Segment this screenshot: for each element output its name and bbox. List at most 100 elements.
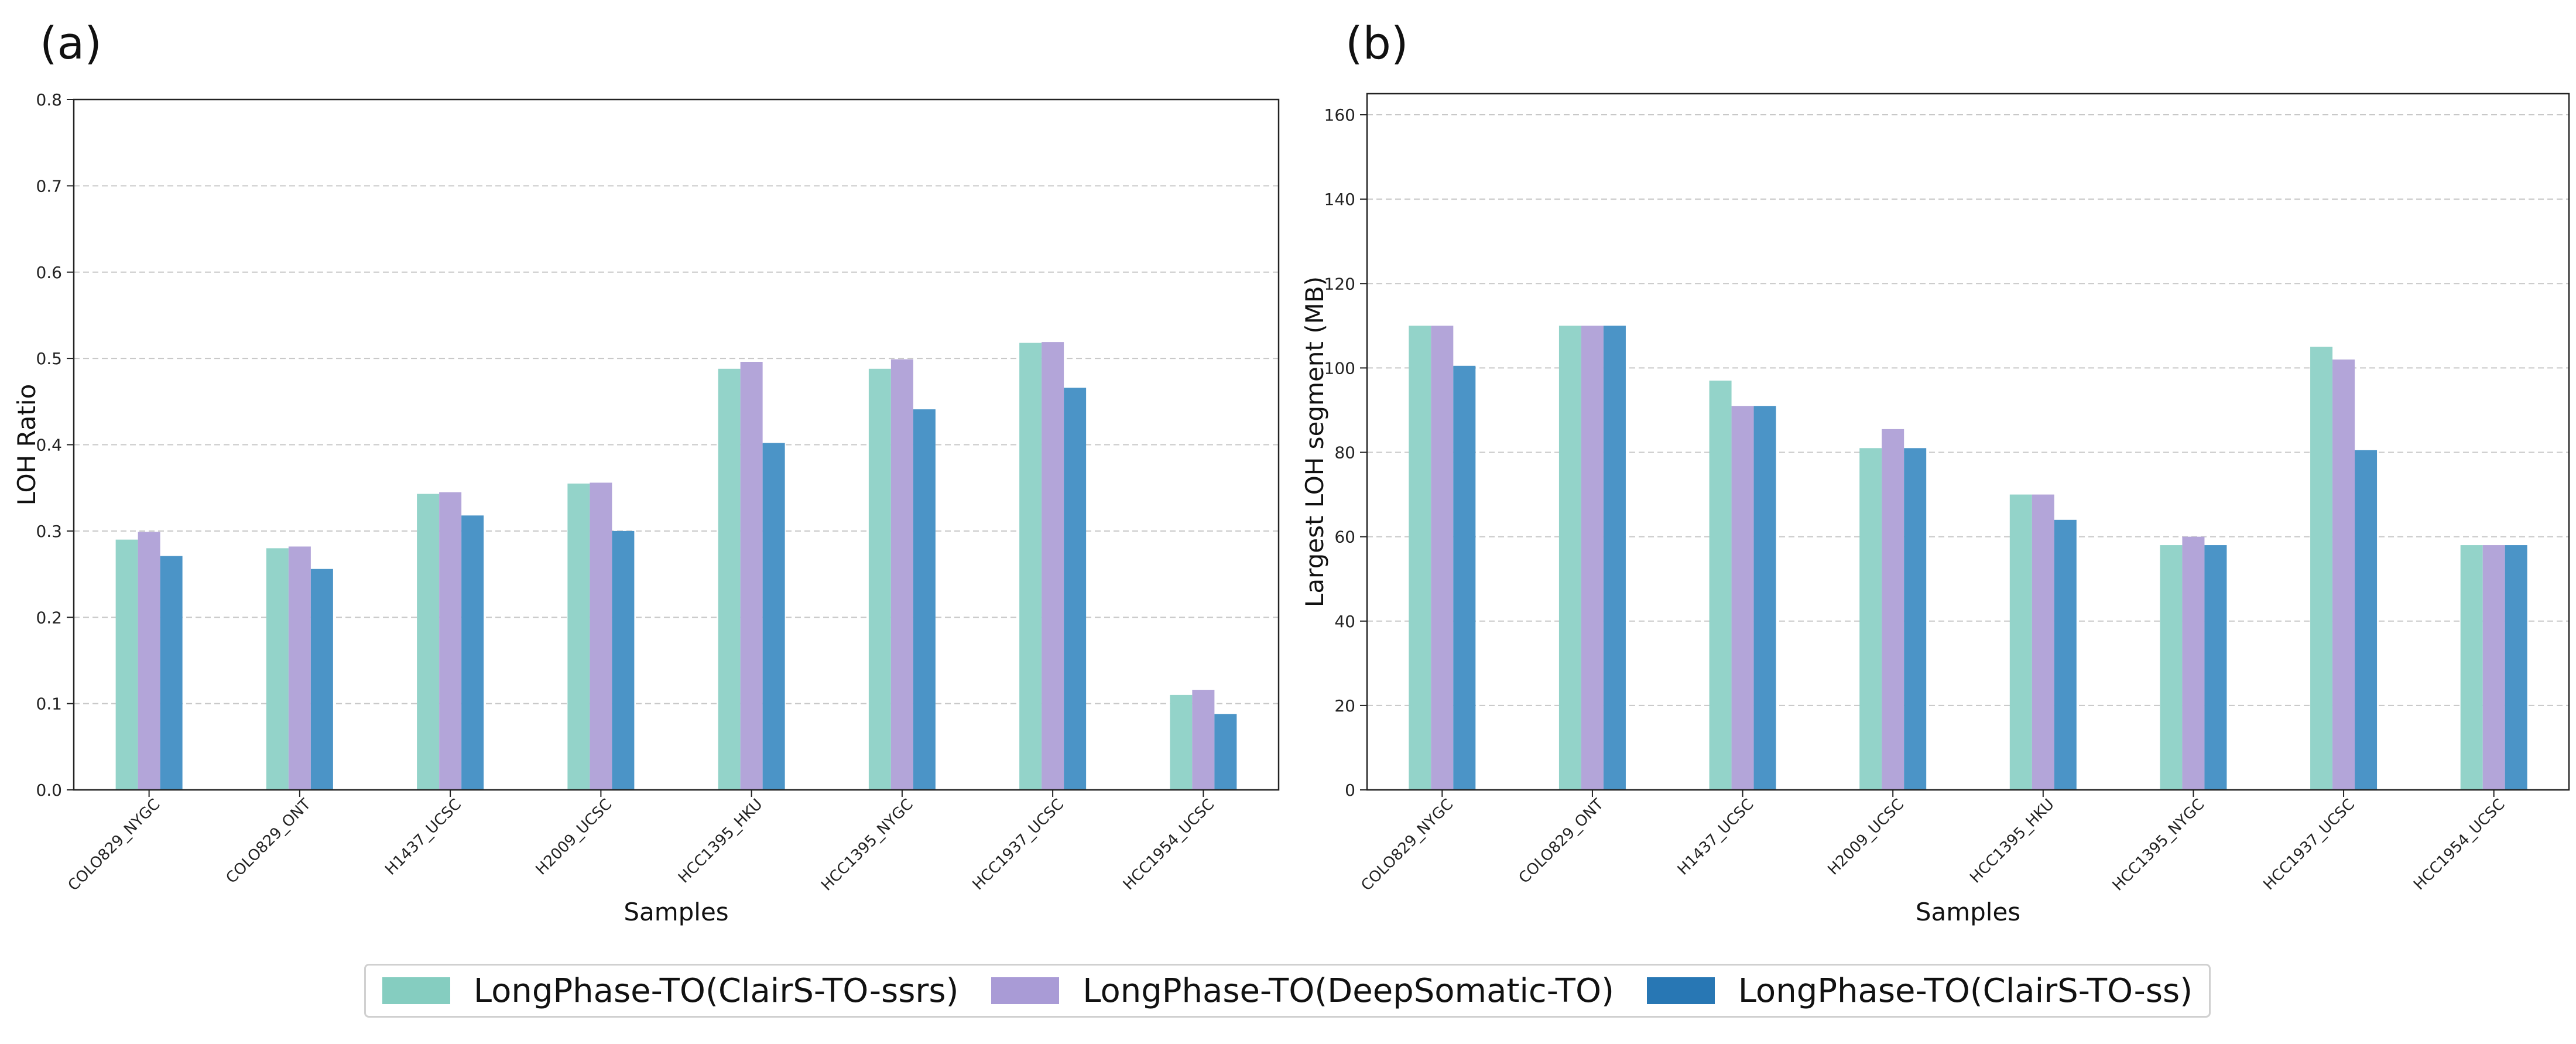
bar	[2204, 545, 2227, 790]
bar	[2505, 545, 2527, 790]
bar	[2054, 519, 2077, 790]
legend: LongPhase-TO(ClairS-TO-ssrs) LongPhase-T…	[364, 964, 2211, 1018]
legend-item: LongPhase-TO(ClairS-TO-ssrs)	[382, 971, 959, 1010]
bar	[2182, 536, 2205, 790]
bar	[461, 515, 484, 790]
bar	[590, 482, 612, 790]
bar	[288, 546, 311, 790]
bar	[1603, 326, 1626, 790]
bar	[1214, 714, 1237, 790]
y-tick-label: 20	[1334, 696, 1355, 716]
y-tick-label: 140	[1324, 190, 1355, 209]
y-tick-label: 0.4	[36, 436, 62, 455]
bar	[913, 409, 936, 790]
bar	[266, 548, 289, 790]
x-tick-label: HCC1395_NYGC	[818, 796, 917, 895]
x-tick-label: HCC1937_UCSC	[970, 796, 1067, 894]
legend-item: LongPhase-TO(DeepSomatic-TO)	[991, 972, 1614, 1010]
bar	[2482, 545, 2505, 790]
y-tick-label: 0.7	[36, 176, 62, 196]
bar	[1581, 326, 1604, 790]
bar	[762, 443, 785, 790]
x-tick-label: COLO829_NYGC	[1358, 796, 1457, 895]
bar	[439, 492, 462, 790]
y-tick-label: 120	[1324, 274, 1355, 293]
x-tick-label: COLO829_ONT	[1516, 796, 1607, 887]
plot-frame	[73, 98, 1280, 791]
x-axis-label: Samples	[624, 898, 728, 926]
bar	[868, 368, 891, 790]
panel-label: (b)	[1345, 17, 1409, 69]
y-axis-label: LOH Ratio	[12, 384, 41, 506]
bar	[2160, 545, 2183, 790]
x-tick-label: H2009_UCSC	[1824, 796, 1907, 879]
x-tick-label: COLO829_ONT	[222, 796, 314, 887]
bar	[1731, 406, 1754, 790]
bar	[1042, 342, 1064, 790]
y-tick-label: 0.3	[36, 522, 62, 541]
y-tick-label: 0.2	[36, 608, 62, 627]
bar	[1882, 429, 1904, 790]
bar	[1558, 326, 1581, 790]
y-axis-label: Largest LOH segment (MB)	[1300, 276, 1329, 607]
x-tick-label: HCC1954_UCSC	[1120, 796, 1218, 894]
bar	[1859, 448, 1882, 790]
y-tick-label: 80	[1334, 443, 1355, 463]
y-tick-label: 0.6	[36, 263, 62, 282]
bar	[1170, 694, 1193, 790]
legend-swatch	[1646, 977, 1715, 1004]
y-tick-label: 100	[1324, 358, 1355, 378]
plot-frame	[1366, 93, 2570, 791]
bar	[567, 483, 590, 790]
y-tick-label: 60	[1334, 528, 1355, 547]
x-tick-label: HCC1395_HKU	[1967, 796, 2058, 887]
bar	[310, 569, 333, 790]
y-tick-label: 0.5	[36, 349, 62, 368]
bar	[740, 362, 763, 790]
legend-swatch	[382, 977, 450, 1004]
y-tick-label: 0	[1345, 781, 1355, 800]
bar	[1431, 326, 1454, 790]
legend-label: LongPhase-TO(ClairS-TO-ss)	[1738, 971, 2193, 1010]
bar	[2460, 545, 2483, 790]
legend-item: LongPhase-TO(ClairS-TO-ss)	[1646, 971, 2193, 1010]
x-tick-label: HCC1954_UCSC	[2410, 796, 2508, 894]
y-tick-label: 0.8	[36, 90, 62, 109]
bar	[1192, 690, 1215, 790]
bar	[2355, 450, 2378, 790]
y-tick-label: 160	[1324, 105, 1355, 125]
bar	[2032, 494, 2054, 790]
bar	[1453, 365, 1476, 790]
bar	[890, 359, 913, 790]
bar	[612, 530, 635, 790]
bar	[138, 532, 160, 790]
bar	[417, 494, 440, 790]
x-tick-label: HCC1395_HKU	[675, 796, 766, 887]
legend-label: LongPhase-TO(DeepSomatic-TO)	[1083, 971, 1614, 1010]
x-axis-label: Samples	[1916, 898, 2020, 926]
y-tick-label: 40	[1334, 612, 1355, 631]
bar	[2332, 359, 2355, 790]
legend-label: LongPhase-TO(ClairS-TO-ssrs)	[473, 971, 959, 1010]
bar	[1019, 343, 1042, 790]
x-tick-label: H1437_UCSC	[382, 796, 465, 879]
x-tick-label: H2009_UCSC	[533, 796, 616, 879]
bar	[718, 368, 741, 790]
bar	[1409, 326, 1431, 790]
x-tick-label: COLO829_NYGC	[65, 796, 164, 895]
x-tick-label: HCC1395_NYGC	[2109, 796, 2208, 895]
legend-swatch	[991, 977, 1060, 1004]
panel-label: (a)	[40, 17, 102, 69]
x-tick-label: HCC1937_UCSC	[2260, 796, 2358, 894]
bar	[2009, 494, 2032, 790]
bar	[2310, 347, 2333, 790]
bar	[115, 539, 138, 790]
bar	[1709, 381, 1732, 790]
bar	[1064, 388, 1087, 790]
x-tick-label: H1437_UCSC	[1674, 796, 1758, 879]
bar	[1753, 406, 1776, 790]
bar	[160, 556, 183, 790]
y-tick-label: 0.1	[36, 694, 62, 714]
bar	[1904, 448, 1927, 790]
